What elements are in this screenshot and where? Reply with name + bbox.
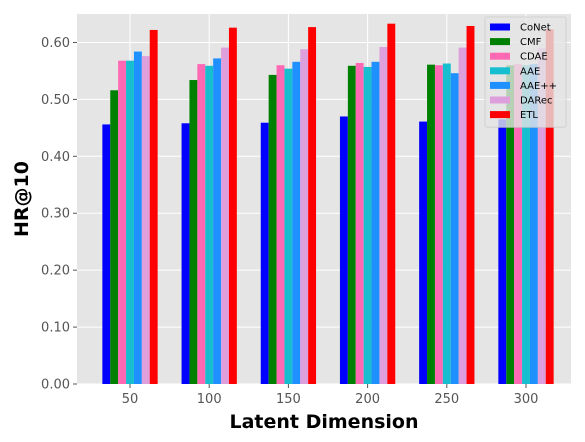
bar-cmf: [268, 74, 277, 385]
bar-darec: [458, 47, 467, 384]
bar-aaeplusplus: [133, 51, 142, 385]
bar-aae: [126, 60, 134, 385]
y-axis-title: HR@10: [11, 161, 33, 237]
x-tick-label: 150: [276, 392, 301, 407]
bar-cmf: [189, 80, 198, 385]
bar-aaeplusplus: [529, 64, 538, 384]
bar-conet: [260, 122, 269, 384]
bar-cdae: [355, 62, 364, 384]
y-tick-label: 0.00: [41, 378, 70, 393]
y-tick-label: 0.50: [41, 93, 70, 108]
legend-label: AAE++: [520, 81, 557, 92]
bar-etl: [466, 25, 475, 384]
legend-swatch: [490, 52, 510, 60]
bar-darec: [300, 49, 309, 385]
bars-group: [102, 23, 554, 385]
x-axis-ticks: 50 100 150 200 250 300: [122, 384, 539, 407]
bar-cmf: [347, 65, 356, 385]
legend-swatch: [490, 67, 510, 75]
y-axis-ticks: 0.00 0.10 0.20 0.30 0.40 0.50 0.60: [41, 36, 77, 393]
bar-darec: [221, 47, 229, 384]
legend: CoNet CMF CDAE AAE AAE++ DARec ETL: [484, 16, 567, 128]
legend-label: ETL: [520, 110, 538, 121]
y-tick-label: 0.40: [41, 150, 70, 165]
bar-cdae: [514, 64, 523, 384]
legend-swatch: [490, 96, 510, 104]
bar-conet: [498, 119, 507, 385]
y-tick-label: 0.60: [41, 36, 70, 51]
bar-cmf: [427, 64, 435, 385]
x-axis-title: Latent Dimension: [229, 411, 418, 433]
bar-aae: [205, 65, 214, 385]
x-tick-label: 50: [122, 392, 139, 407]
legend-swatch: [490, 23, 510, 31]
bar-darec: [379, 47, 388, 385]
x-tick-label: 100: [197, 392, 222, 407]
x-tick-label: 200: [355, 392, 380, 407]
bar-conet: [102, 124, 111, 384]
legend-label: CMF: [520, 37, 542, 48]
x-tick-label: 300: [514, 392, 539, 407]
bar-etl: [149, 29, 158, 384]
y-tick-label: 0.10: [41, 321, 70, 336]
bar-aae: [522, 65, 530, 384]
legend-label: CDAE: [520, 52, 548, 63]
bar-conet: [181, 123, 190, 385]
bar-conet: [419, 121, 428, 384]
bar-darec: [141, 56, 150, 384]
bar-etl: [308, 27, 317, 384]
legend-swatch: [490, 81, 510, 89]
bar-cdae: [276, 65, 285, 384]
bar-cdae: [118, 60, 127, 385]
bar-darec: [537, 48, 546, 385]
bar-etl: [545, 29, 554, 384]
x-tick-label: 250: [434, 392, 459, 407]
bar-conet: [339, 116, 348, 384]
bar-etl: [228, 27, 237, 385]
legend-label: AAE: [520, 66, 540, 77]
bar-aae: [442, 63, 451, 385]
bar-cdae: [434, 65, 443, 384]
legend-label: CoNet: [520, 23, 551, 34]
bar-aaeplusplus: [292, 61, 301, 385]
y-tick-label: 0.30: [41, 207, 70, 222]
y-tick-label: 0.20: [41, 264, 70, 279]
bar-aae: [363, 66, 372, 384]
bar-cmf: [110, 90, 119, 385]
bar-aae: [284, 68, 293, 385]
bar-aaeplusplus: [213, 58, 222, 385]
legend-label: DARec: [520, 96, 553, 107]
bar-aaeplusplus: [371, 61, 380, 385]
legend-swatch: [490, 111, 510, 119]
bar-etl: [387, 23, 396, 385]
bar-cdae: [197, 64, 206, 384]
bar-aaeplusplus: [450, 73, 459, 384]
bar-cmf: [506, 65, 515, 384]
legend-swatch: [490, 38, 510, 46]
